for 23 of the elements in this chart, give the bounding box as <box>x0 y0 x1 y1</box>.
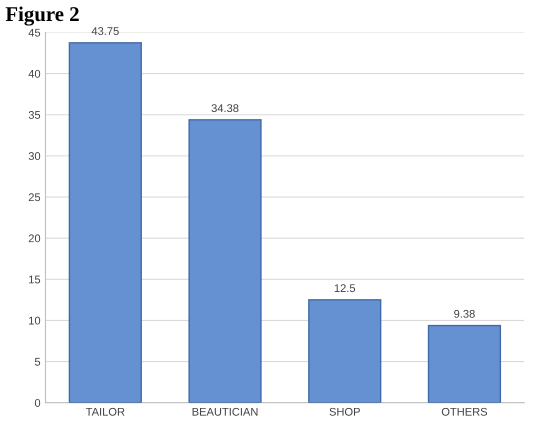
x-tick-label: TAILOR <box>86 408 124 416</box>
y-tick-label: 45 <box>28 28 40 37</box>
bar <box>68 42 142 403</box>
data-label: 34.38 <box>212 104 238 112</box>
y-tick-label: 10 <box>29 316 40 325</box>
x-tick-label: BEAUTICIAN <box>192 408 258 416</box>
bar <box>308 299 382 403</box>
y-tick-label: 35 <box>28 111 40 119</box>
x-tick-label: SHOP <box>330 408 360 416</box>
y-tick-label: 5 <box>34 358 40 366</box>
bar <box>188 119 262 403</box>
data-label: 12.5 <box>334 284 356 292</box>
x-tick-label: OTHERS <box>442 408 488 416</box>
y-tick-label: 15 <box>29 276 40 284</box>
data-label: 9.38 <box>454 310 475 318</box>
y-tick-label: 0 <box>34 398 40 407</box>
bar <box>428 324 502 403</box>
y-tick-label: 40 <box>28 70 40 78</box>
y-tick-label: 30 <box>28 152 40 160</box>
chart-title: Figure 2 <box>6 6 79 26</box>
y-tick-label: 20 <box>28 234 40 242</box>
y-tick-label: 25 <box>28 193 40 202</box>
data-label: 43.75 <box>92 27 119 36</box>
